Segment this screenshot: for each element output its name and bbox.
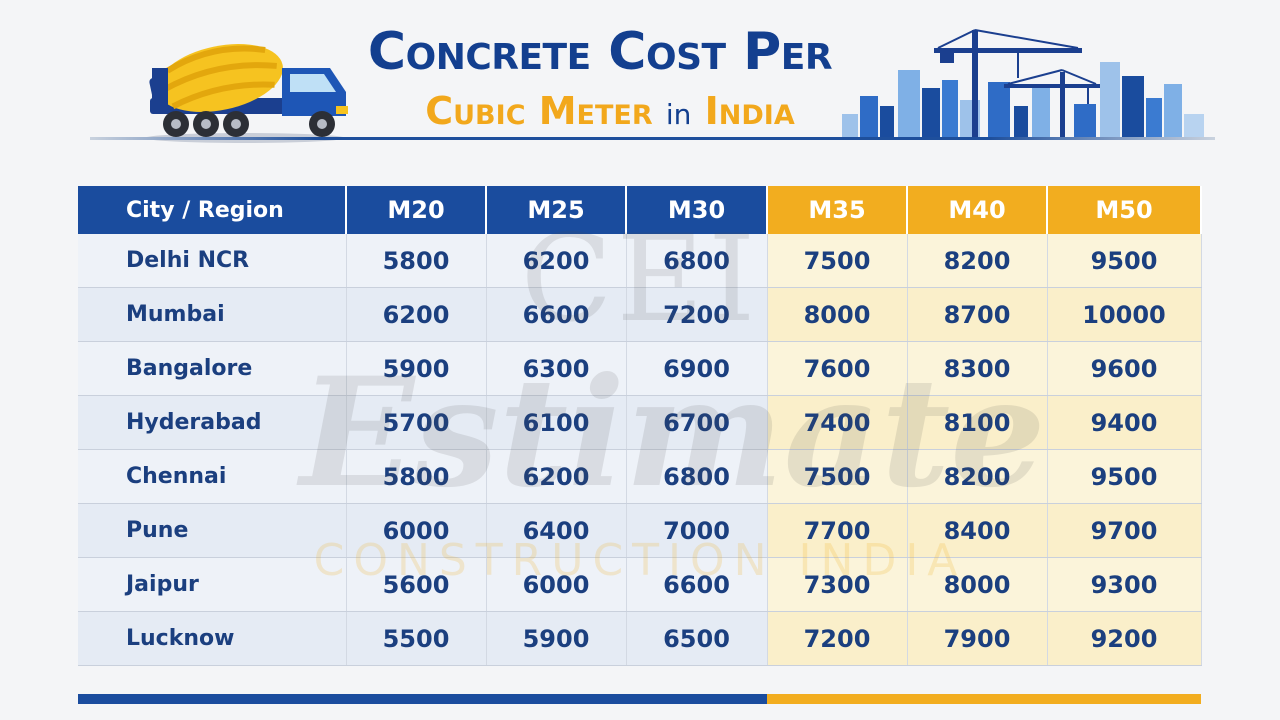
cell-m20: 5500	[346, 611, 487, 666]
cell-city: Mumbai	[78, 287, 347, 342]
cell-m35: 7200	[767, 611, 908, 666]
cell-m30: 7000	[626, 503, 768, 558]
table-row: Delhi NCR 5800 6200 6800 7500 8200 9500	[78, 234, 1202, 288]
cell-m30: 6800	[626, 234, 768, 288]
subtitle-part-c: India	[704, 89, 795, 133]
cell-city: Hyderabad	[78, 395, 347, 450]
cell-m50: 9600	[1047, 341, 1202, 396]
cell-m40: 8300	[907, 341, 1048, 396]
cell-m20: 5800	[346, 234, 487, 288]
column-header-m35: M35	[767, 186, 908, 234]
cell-m35: 7500	[767, 234, 908, 288]
cell-m50: 9400	[1047, 395, 1202, 450]
cell-m40: 8100	[907, 395, 1048, 450]
column-header-m50: M50	[1047, 186, 1202, 234]
cell-m40: 8400	[907, 503, 1048, 558]
cell-m25: 5900	[486, 611, 627, 666]
cell-m20: 5600	[346, 557, 487, 612]
cell-m25: 6000	[486, 557, 627, 612]
cell-m25: 6200	[486, 449, 627, 504]
cell-m30: 6700	[626, 395, 768, 450]
cell-m25: 6300	[486, 341, 627, 396]
cell-m50: 9700	[1047, 503, 1202, 558]
cell-m50: 9500	[1047, 449, 1202, 504]
cell-m40: 7900	[907, 611, 1048, 666]
cell-m50: 9500	[1047, 234, 1202, 288]
footer-bar-blue	[78, 694, 767, 704]
footer-bar	[78, 694, 1201, 704]
cell-m20: 6000	[346, 503, 487, 558]
cell-city: Bangalore	[78, 341, 347, 396]
cell-m35: 7400	[767, 395, 908, 450]
cell-m35: 7300	[767, 557, 908, 612]
cell-m30: 7200	[626, 287, 768, 342]
subtitle-part-b: in	[665, 98, 692, 131]
cell-m20: 5900	[346, 341, 487, 396]
cell-m50: 10000	[1047, 287, 1202, 342]
cell-m20: 5800	[346, 449, 487, 504]
page-subtitle: Cubic Meter in India	[380, 88, 840, 138]
cell-m50: 9200	[1047, 611, 1202, 666]
table-row: Bangalore 5900 6300 6900 7600 8300 9600	[78, 341, 1202, 396]
cell-m25: 6400	[486, 503, 627, 558]
header-banner: Concrete Cost Per Cubic Meter in India	[0, 0, 1280, 150]
cell-m30: 6800	[626, 449, 768, 504]
table-row: Hyderabad 5700 6100 6700 7400 8100 9400	[78, 395, 1202, 450]
table-row: Lucknow 5500 5900 6500 7200 7900 9200	[78, 611, 1202, 666]
cell-m30: 6900	[626, 341, 768, 396]
column-header-m40: M40	[907, 186, 1048, 234]
cost-table: City / Region M20 M25 M30 M35 M40 M50 De…	[78, 186, 1202, 666]
cell-city: Jaipur	[78, 557, 347, 612]
cell-m25: 6600	[486, 287, 627, 342]
cell-m20: 5700	[346, 395, 487, 450]
table-row: Jaipur 5600 6000 6600 7300 8000 9300	[78, 557, 1202, 612]
column-header-m20: M20	[346, 186, 487, 234]
cell-city: Lucknow	[78, 611, 347, 666]
city-skyline-icon	[842, 29, 1204, 138]
column-header-city: City / Region	[78, 186, 347, 234]
header-divider	[90, 137, 1215, 140]
subtitle-part-a: Cubic Meter	[425, 89, 653, 133]
page-title: Concrete Cost Per	[367, 22, 833, 82]
table-header-row: City / Region M20 M25 M30 M35 M40 M50	[78, 186, 1202, 234]
cell-m20: 6200	[346, 287, 487, 342]
cell-m35: 8000	[767, 287, 908, 342]
footer-bar-gold	[767, 694, 1201, 704]
table-row: Chennai 5800 6200 6800 7500 8200 9500	[78, 449, 1202, 504]
table-row: Mumbai 6200 6600 7200 8000 8700 10000	[78, 287, 1202, 342]
cell-m50: 9300	[1047, 557, 1202, 612]
cell-m40: 8700	[907, 287, 1048, 342]
column-header-m30: M30	[626, 186, 768, 234]
cell-m35: 7500	[767, 449, 908, 504]
concrete-cost-table: City / Region M20 M25 M30 M35 M40 M50 De…	[78, 186, 1202, 666]
cell-m35: 7700	[767, 503, 908, 558]
cell-m35: 7600	[767, 341, 908, 396]
cell-m40: 8200	[907, 449, 1048, 504]
cell-m25: 6100	[486, 395, 627, 450]
cell-m25: 6200	[486, 234, 627, 288]
cell-m30: 6500	[626, 611, 768, 666]
cell-city: Pune	[78, 503, 347, 558]
concrete-mixer-truck-icon	[145, 43, 348, 143]
cell-city: Delhi NCR	[78, 234, 347, 288]
column-header-m25: M25	[486, 186, 627, 234]
cell-m40: 8000	[907, 557, 1048, 612]
cell-city: Chennai	[78, 449, 347, 504]
table-row: Pune 6000 6400 7000 7700 8400 9700	[78, 503, 1202, 558]
cell-m40: 8200	[907, 234, 1048, 288]
cell-m30: 6600	[626, 557, 768, 612]
